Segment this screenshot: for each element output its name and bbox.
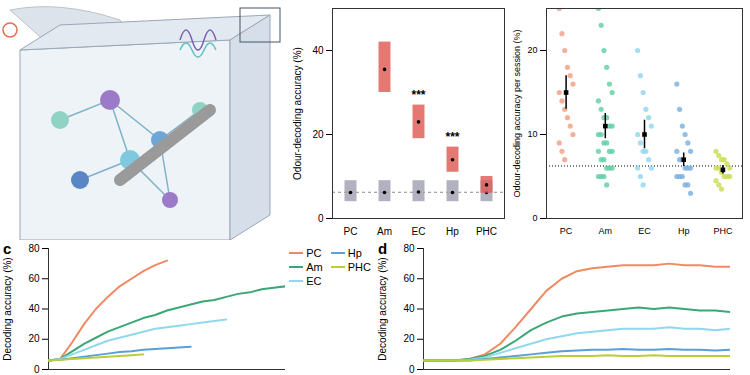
svg-text:40: 40 [312,45,324,56]
svg-text:Am: Am [377,226,392,237]
svg-text:Decoding accuracy (%): Decoding accuracy (%) [2,257,13,360]
svg-text:60: 60 [28,273,40,284]
svg-text:***: *** [411,88,425,102]
html-text:c: c [3,240,12,257]
svg-text:Odour-decoding accuracy per se: Odour-decoding accuracy per session (%) [512,29,522,197]
svg-text:0: 0 [34,364,40,375]
svg-text:***: *** [445,130,459,144]
svg-text:10: 10 [527,129,537,139]
svg-text:0: 0 [532,213,537,223]
svg-text:PC: PC [560,226,573,236]
svg-text:40: 40 [403,303,415,314]
html-text:Am: Am [306,261,323,273]
svg-text:20: 20 [403,333,415,344]
svg-text:Hp: Hp [446,226,459,237]
svg-text:60: 60 [403,273,415,284]
svg-text:Odour-decoding accuracy (%): Odour-decoding accuracy (%) [292,47,303,180]
svg-text:EC: EC [412,226,426,237]
svg-text:20: 20 [527,45,537,55]
svg-text:EC: EC [638,226,651,236]
svg-text:0: 0 [409,364,415,375]
html-text:PC: PC [306,247,322,259]
svg-text:PHC: PHC [713,226,733,236]
svg-text:80: 80 [28,243,40,254]
svg-text:PC: PC [344,226,358,237]
html-text:Hp: Hp [347,247,362,259]
svg-text:Hp: Hp [678,226,690,236]
svg-text:PHC: PHC [476,226,497,237]
svg-text:0: 0 [318,213,324,224]
svg-text:40: 40 [28,303,40,314]
svg-text:80: 80 [403,243,415,254]
svg-text:Am: Am [599,226,613,236]
svg-text:20: 20 [28,333,40,344]
svg-text:20: 20 [312,129,324,140]
html-text:EC: EC [306,275,322,287]
html-text:d: d [378,240,388,257]
svg-text:Decoding accuracy (%): Decoding accuracy (%) [377,257,388,360]
html-text:PHC: PHC [347,261,371,273]
